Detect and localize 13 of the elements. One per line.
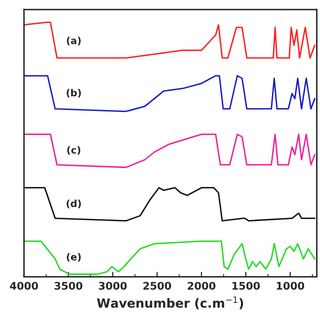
series-label: (c) xyxy=(67,146,80,155)
series-label: (b) xyxy=(66,88,81,98)
x-tick-label: 1000 xyxy=(276,282,304,290)
x-tick-label: 1500 xyxy=(232,282,260,290)
x-tick-label: 3000 xyxy=(98,282,127,290)
x-tick-label: 2500 xyxy=(143,282,172,290)
series-label: (d) xyxy=(66,200,81,208)
x-tick-label: 2000 xyxy=(188,282,216,290)
x-tick-label: 4000 xyxy=(10,282,38,290)
series-label: (a) xyxy=(66,36,81,46)
x-tick-label: 3500 xyxy=(54,282,82,290)
x-axis-title: Wavenumber (c.m$^{−1}$) xyxy=(96,296,244,310)
series-label: (e) xyxy=(66,253,81,262)
